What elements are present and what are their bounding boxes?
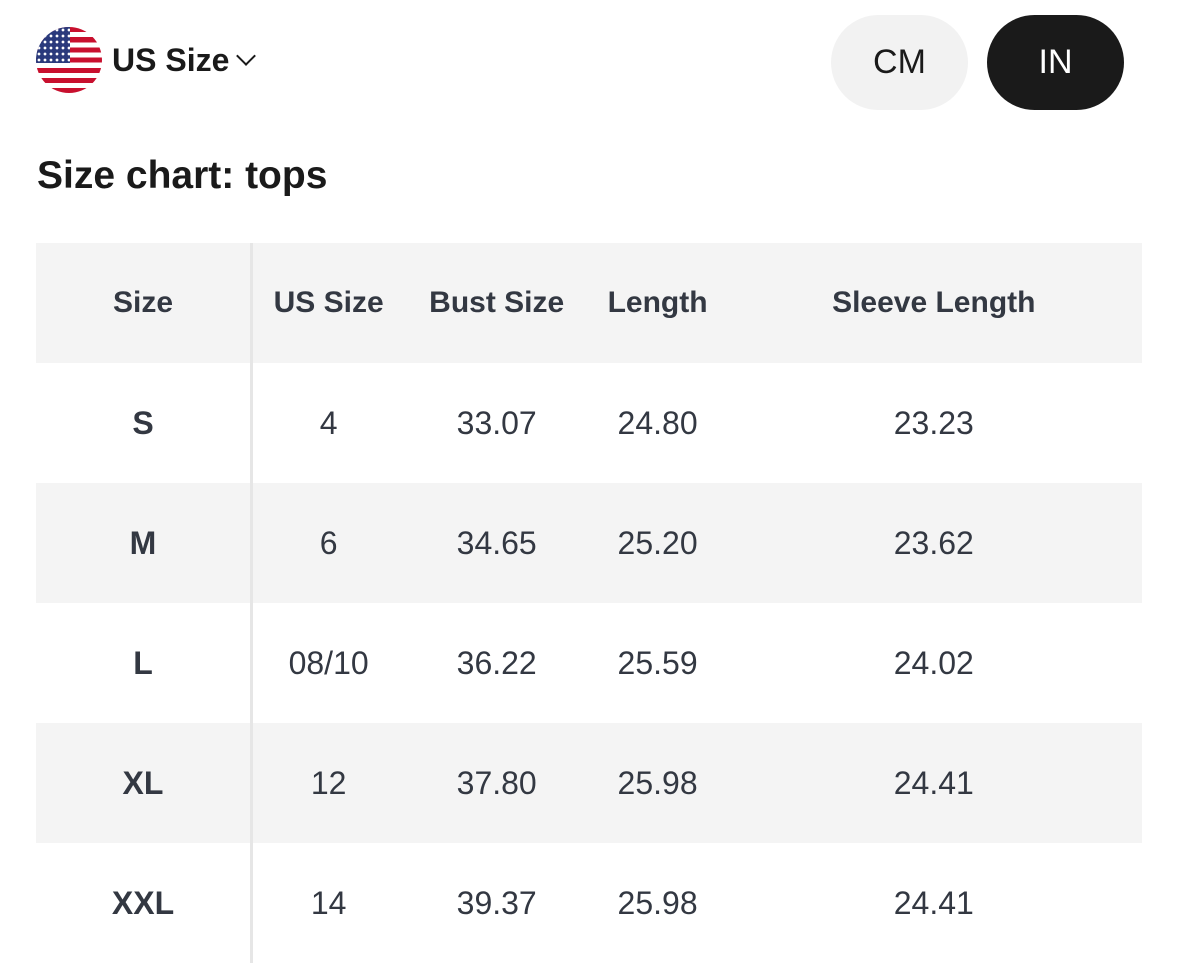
table-cell: 34.65 [456,524,537,561]
table-cell: 24.41 [893,884,974,921]
region-size-selector[interactable]: US Size [36,27,257,93]
table-cell: XXL [36,843,253,963]
column-header: Sleeve Length [832,286,1036,319]
table-cell: 23.23 [893,404,974,441]
table-cell: 25.20 [617,524,698,561]
table-cell: 24.41 [893,764,974,801]
column-header: Size [36,243,253,363]
unit-cm-button[interactable]: CM [831,15,968,110]
region-label: US Size [112,41,230,78]
column-header: Bust Size [429,286,565,319]
table-row: L 08/10 36.22 25.59 24.02 [36,603,1142,723]
table-header-row: Size US Size Bust Size Length Sleeve Len… [36,243,1142,363]
table-cell: 08/10 [288,644,369,681]
table-cell: 25.59 [617,644,698,681]
page-title: Size chart: tops [37,154,328,197]
column-header: US Size [273,286,384,319]
table-cell: 23.62 [893,524,974,561]
size-chart-table: Size US Size Bust Size Length Sleeve Len… [36,243,1143,963]
table-cell: 36.22 [456,644,537,681]
table-row: XL 12 37.80 25.98 24.41 [36,723,1142,843]
table-cell: M [36,483,253,603]
table-cell: 6 [319,524,338,561]
table-cell: 25.98 [617,884,698,921]
table-cell: 14 [310,884,347,921]
chevron-down-icon [236,46,257,66]
table-cell: L [36,603,253,723]
table-cell: 39.37 [456,884,537,921]
table-cell: 12 [310,764,347,801]
us-flag-icon [36,27,102,93]
table-row: M 6 34.65 25.20 23.62 [36,483,1142,603]
table-cell: 24.80 [617,404,698,441]
table-cell: 4 [319,404,338,441]
table-row: S 4 33.07 24.80 23.23 [36,363,1142,483]
table-cell: S [36,363,253,483]
table-row: XXL 14 39.37 25.98 24.41 [36,843,1142,963]
unit-in-button[interactable]: IN [987,15,1124,110]
column-header: Length [607,286,708,319]
table-cell: 33.07 [456,404,537,441]
table-cell: 24.02 [893,644,974,681]
table-cell: 37.80 [456,764,537,801]
table-cell: 25.98 [617,764,698,801]
table-cell: XL [36,723,253,843]
